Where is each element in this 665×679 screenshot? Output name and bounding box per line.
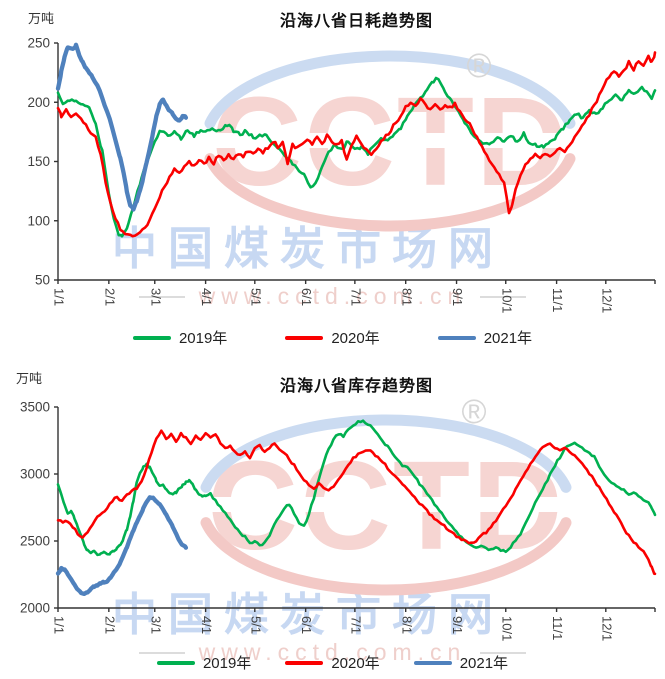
watermark-url: www.cctd.com.cn [0, 283, 665, 310]
legend-daily: 2019年 2020年 2021年 [0, 327, 665, 348]
svg-text:2000: 2000 [20, 601, 50, 616]
daily-consumption-chart: 万吨 沿海八省日耗趋势图 中国煤炭市场网 www.cctd.com.cn CCT… [0, 11, 665, 348]
legend-item-2020: 2020年 [285, 652, 380, 673]
svg-text:1/1: 1/1 [52, 616, 67, 634]
legend-swatch-2020 [285, 660, 324, 665]
legend-item-2020: 2020年 [285, 327, 380, 348]
svg-text:10/1: 10/1 [499, 288, 514, 313]
watermark-sitename: 中国煤炭市场网 [112, 589, 505, 640]
watermark-sitename: 中国煤炭市场网 [112, 223, 505, 274]
legend-swatch-2019 [156, 660, 195, 665]
svg-text:10/1: 10/1 [499, 616, 514, 641]
watermark-dash-right [480, 295, 527, 298]
legend-item-2019: 2019年 [132, 327, 228, 348]
svg-text:9/1: 9/1 [450, 616, 465, 634]
svg-text:200: 200 [27, 95, 50, 110]
svg-text:®: ® [466, 47, 491, 85]
svg-text:7/1: 7/1 [348, 288, 363, 306]
svg-text:2/1: 2/1 [102, 288, 117, 306]
legend-label-2019: 2019年 [202, 655, 252, 672]
svg-text:3000: 3000 [20, 467, 50, 482]
legend-swatch-2020 [285, 335, 324, 340]
watermark-dash-right [480, 651, 527, 654]
svg-text:50: 50 [35, 273, 50, 288]
svg-text:6/1: 6/1 [299, 288, 314, 306]
svg-text:12/1: 12/1 [599, 616, 614, 641]
svg-text:11/1: 11/1 [550, 288, 565, 312]
svg-text:2/1: 2/1 [102, 616, 117, 634]
svg-text:6/1: 6/1 [299, 616, 314, 634]
svg-text:11/1: 11/1 [550, 616, 565, 640]
svg-text:1/1: 1/1 [52, 288, 67, 306]
inventory-chart: 万吨 沿海八省库存趋势图 中国煤炭市场网 www.cctd.com.cn CCT… [0, 362, 665, 679]
legend-swatch-2021 [437, 335, 476, 340]
watermark-url-text: www.cctd.com.cn [198, 283, 467, 309]
svg-text:250: 250 [27, 36, 50, 51]
svg-text:5/1: 5/1 [248, 616, 263, 634]
svg-text:12/1: 12/1 [599, 288, 614, 313]
legend-inventory: 2019年 2020年 2021年 [0, 652, 665, 673]
svg-text:®: ® [461, 393, 486, 431]
watermark-dash-left [138, 295, 185, 298]
svg-text:9/1: 9/1 [450, 288, 465, 306]
legend-item-2021: 2021年 [437, 327, 533, 348]
legend-item-2021: 2021年 [413, 652, 509, 673]
svg-text:150: 150 [27, 154, 50, 169]
legend-label-2020: 2020年 [331, 655, 380, 672]
svg-text:5/1: 5/1 [248, 288, 263, 306]
legend-label-2019: 2019年 [178, 330, 228, 347]
svg-text:2500: 2500 [20, 534, 50, 549]
svg-text:4/1: 4/1 [199, 616, 214, 634]
legend-swatch-2019 [132, 335, 171, 340]
svg-text:3/1: 3/1 [148, 288, 163, 306]
svg-text:3/1: 3/1 [148, 616, 163, 634]
legend-label-2021: 2021年 [459, 655, 509, 672]
svg-text:8/1: 8/1 [399, 616, 414, 634]
svg-text:7/1: 7/1 [348, 616, 363, 634]
y-axis-unit-label: 万吨 [16, 371, 43, 386]
legend-label-2020: 2020年 [331, 330, 380, 347]
svg-text:4/1: 4/1 [199, 288, 214, 306]
chart-title: 沿海八省库存趋势图 [279, 378, 433, 395]
svg-text:8/1: 8/1 [399, 288, 414, 306]
legend-item-2019: 2019年 [156, 652, 252, 673]
svg-text:3500: 3500 [20, 400, 50, 415]
watermark-dash-left [138, 651, 185, 654]
legend-swatch-2021 [413, 660, 452, 665]
y-axis-unit-label: 万吨 [28, 11, 55, 26]
chart-title: 沿海八省日耗趋势图 [279, 13, 433, 30]
legend-label-2021: 2021年 [483, 330, 533, 347]
svg-text:100: 100 [27, 213, 50, 228]
